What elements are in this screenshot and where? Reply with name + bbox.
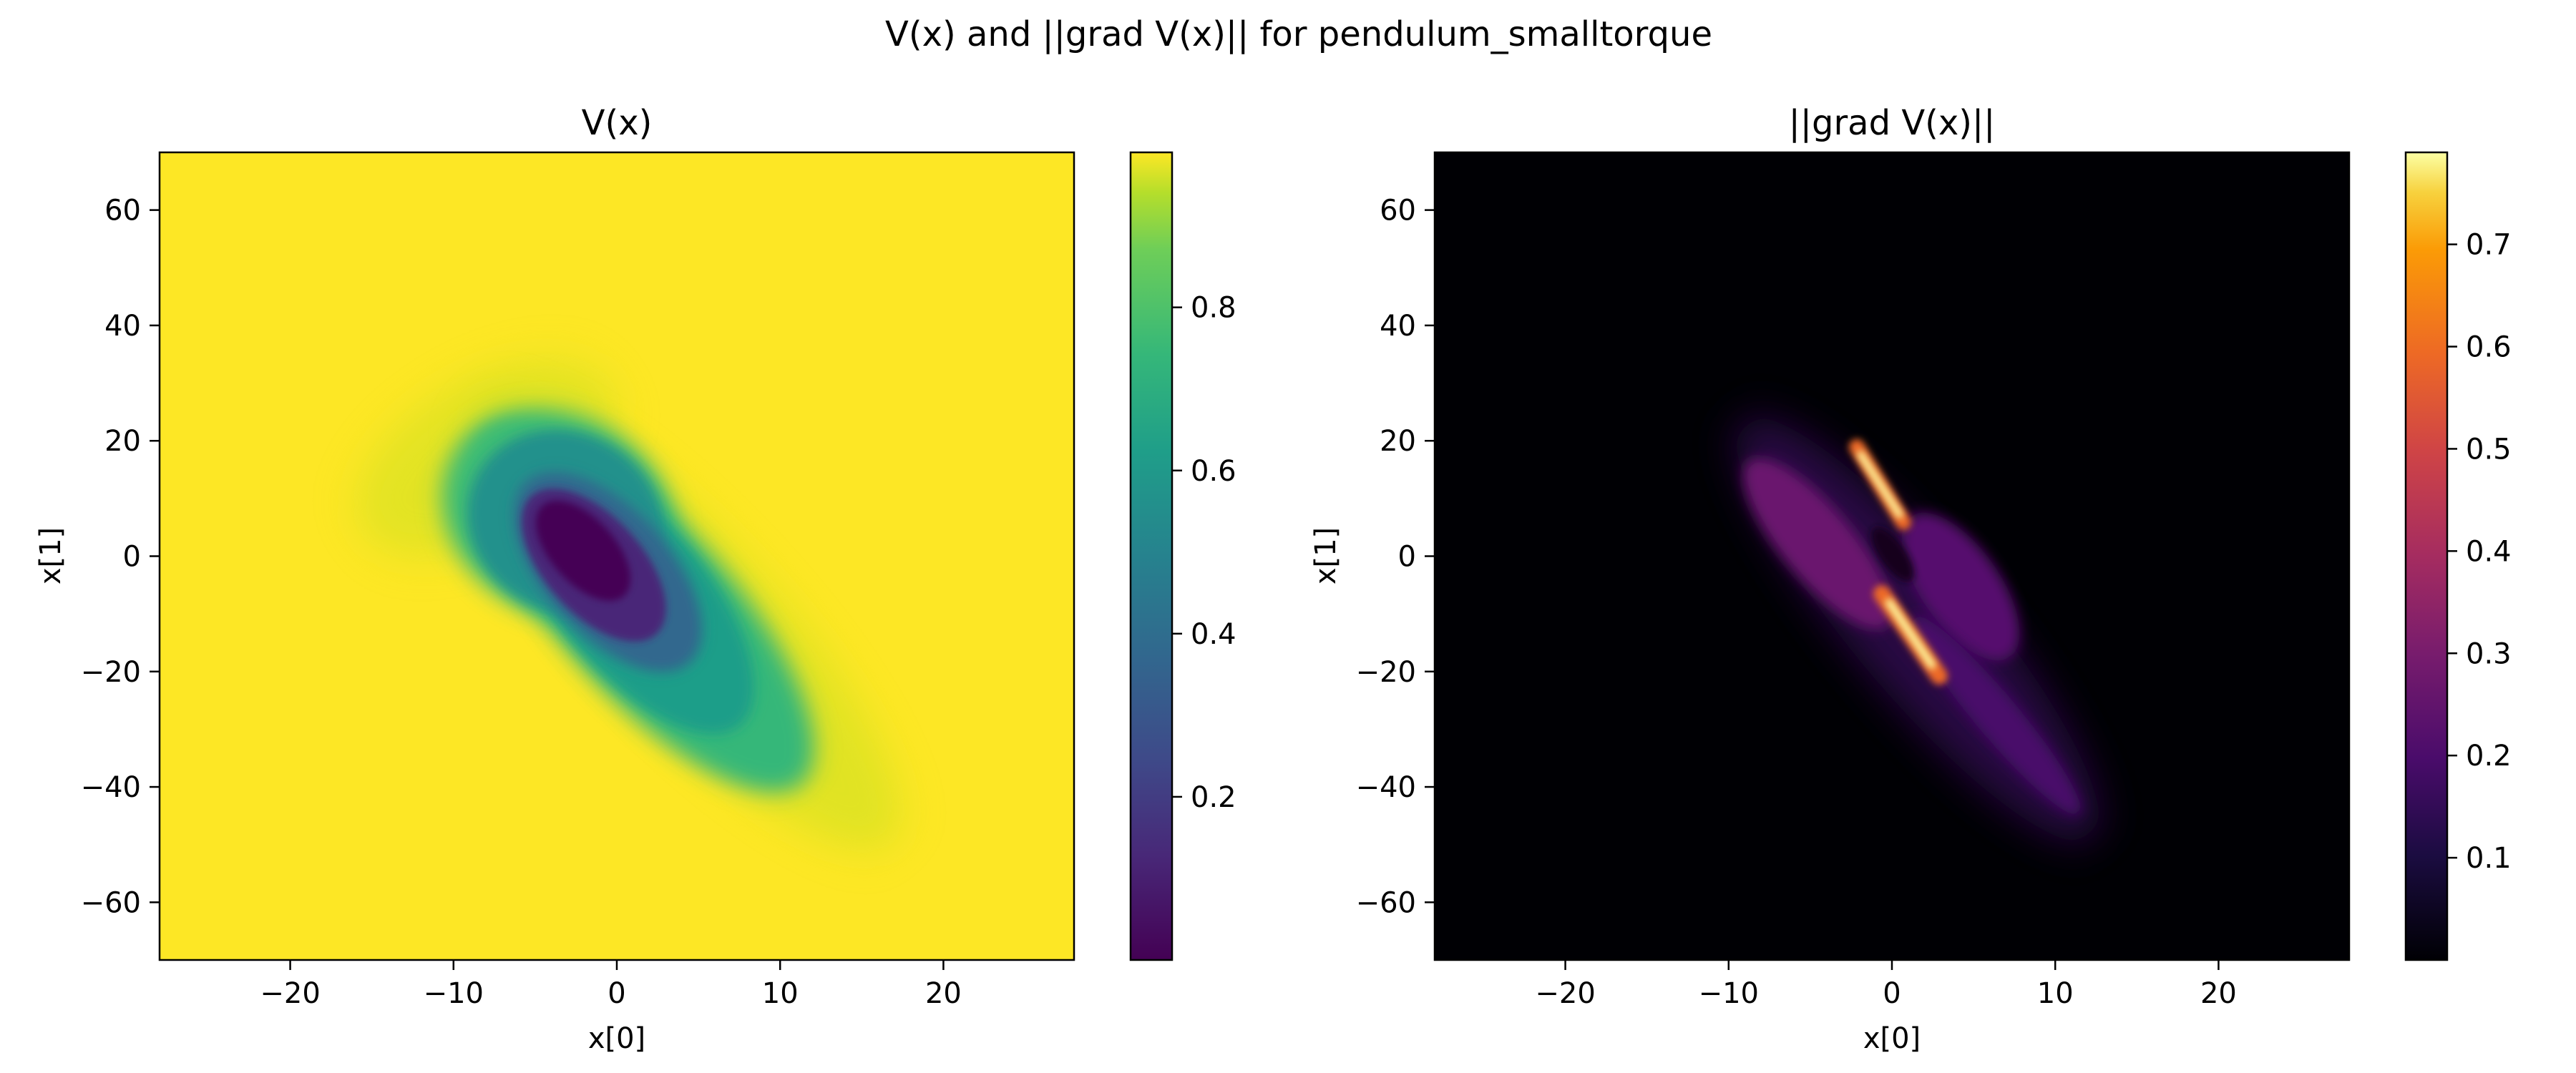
figure-title: V(x) and ||grad V(x)|| for pendulum_smal…: [885, 14, 1712, 54]
colorbar-tick-label: 0.4: [2466, 535, 2512, 568]
colorbar-tick-label: 0.6: [2466, 331, 2512, 364]
y-tick-label: −60: [81, 886, 141, 919]
gradient-norm-axes: −20 −10 0 10 20 −60 −40 −20 0 20 40 60: [1356, 195, 2237, 1010]
colorbar-tick-label: 0.6: [1191, 455, 1236, 488]
y-tick-label: 0: [1398, 541, 1416, 574]
colorbar-tick-label: 0.4: [1191, 618, 1236, 651]
x-axis-label: x[0]: [1863, 1022, 1921, 1055]
x-tick-label: 0: [1883, 977, 1901, 1010]
y-tick-label: 60: [104, 195, 141, 227]
colorbar-viridis: [1129, 151, 1174, 961]
x-axis-label: x[0]: [588, 1022, 645, 1055]
y-tick-label: 60: [1380, 195, 1416, 227]
x-tick-label: 20: [2200, 977, 2237, 1010]
y-tick-label: −40: [81, 771, 141, 804]
x-tick-label: −10: [1699, 977, 1759, 1010]
heatmap-center-gap: [1871, 526, 1914, 582]
heatmap-lobe-left: [1743, 458, 1892, 629]
value-function-panel: V(x) −20 −10 0 10 20 −60 −40 −20 0 20 40 60 x[0] x[…: [34, 103, 1236, 1055]
value-function-axes: −20 −10 0 10 20 −60 −40 −20 0 20 40 60: [81, 195, 962, 1010]
x-tick-label: 10: [762, 977, 799, 1010]
y-axis-label: x[1]: [1309, 527, 1342, 584]
x-tick-label: −10: [424, 977, 484, 1010]
y-tick-label: −60: [1356, 886, 1416, 919]
x-tick-label: −20: [1535, 977, 1595, 1010]
y-tick-label: 20: [1380, 425, 1416, 458]
colorbar-inferno: [2404, 151, 2449, 961]
heatmap-basin-core: [536, 501, 630, 601]
y-tick-label: −20: [1356, 656, 1416, 689]
gradient-norm-title: ||grad V(x)||: [1789, 103, 1996, 143]
heatmap-ridge-upper-core: [1857, 451, 1903, 519]
colorbar-tick-label: 0.7: [2466, 229, 2512, 262]
x-tick-label: −20: [260, 977, 320, 1010]
y-tick-label: 40: [1380, 310, 1416, 343]
colorbar-tick-label: 0.2: [1191, 781, 1236, 814]
y-tick-label: 0: [123, 541, 141, 574]
heatmap-lobe-right: [1901, 512, 2020, 661]
gradient-norm-panel: ||grad V(x)|| −20 −10 0 10 20 −60 −40 −20 0 20 40 6…: [1309, 103, 2512, 1055]
y-axis-label: x[1]: [34, 527, 67, 584]
colorbar-ticks: 0.1 0.2 0.3 0.4 0.5 0.6 0.7: [2447, 229, 2512, 875]
colorbar-tick-label: 0.3: [2466, 637, 2512, 670]
colorbar-tick-label: 0.8: [1191, 292, 1236, 325]
x-tick-label: 0: [608, 977, 625, 1010]
colorbar-ticks: 0.2 0.4 0.6 0.8: [1172, 292, 1236, 814]
heatmap-lobe-tail: [1912, 615, 2081, 815]
heatmap-ridge-lower-core: [1885, 599, 1936, 669]
y-tick-label: 20: [104, 425, 141, 458]
x-tick-label: 10: [2037, 977, 2074, 1010]
y-tick-label: 40: [104, 310, 141, 343]
colorbar-tick-label: 0.2: [2466, 740, 2512, 773]
colorbar-tick-label: 0.1: [2466, 842, 2512, 875]
x-tick-label: 20: [925, 977, 962, 1010]
value-function-heatmap: [160, 152, 1074, 960]
value-function-title: V(x): [582, 103, 653, 143]
y-tick-label: −20: [81, 656, 141, 689]
colorbar-tick-label: 0.5: [2466, 433, 2512, 466]
gradient-norm-heatmap: [1435, 152, 2349, 960]
y-tick-label: −40: [1356, 771, 1416, 804]
